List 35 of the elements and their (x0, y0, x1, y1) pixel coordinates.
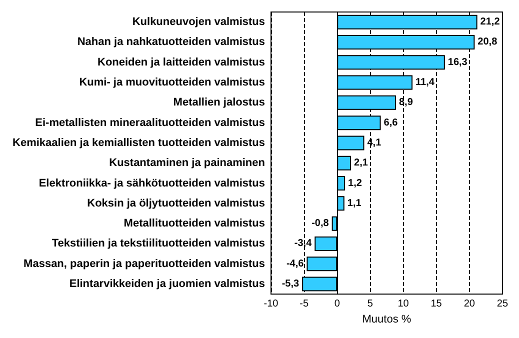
y-tick-label: Koneiden ja laitteiden valmistus (98, 56, 265, 68)
x-tick-label: 20 (464, 298, 476, 310)
x-tick-label: 10 (398, 298, 410, 310)
data-label: 1,2 (348, 178, 362, 189)
y-tick-label: Metallien jalostus (173, 96, 265, 109)
data-label: 1,1 (347, 198, 362, 209)
data-label: 16,3 (448, 56, 468, 68)
y-tick-label: Massan, paperin ja paperituotteiden valmistus (24, 258, 265, 270)
y-tick-label: Tekstiilien ja tekstiilituotteiden valmistus (52, 238, 265, 250)
x-axis-title: Muutos % (362, 314, 412, 326)
data-label: 11,4 (416, 77, 435, 88)
y-tick-label: Koksin ja öljytuotteiden valmistus (87, 197, 265, 210)
x-tick-label: 5 (367, 298, 374, 310)
data-label: -3,4 (294, 238, 312, 250)
x-tick-label: 0 (334, 298, 340, 310)
data-label: -4,6 (286, 258, 304, 270)
data-label: 20,8 (478, 36, 498, 48)
y-tick-label: Metallituotteiden valmistus (124, 218, 265, 230)
y-tick-label: Nahan ja nahkatuotteiden valmistus (77, 36, 265, 48)
data-label: 21,2 (480, 16, 500, 28)
y-tick-label: Elektroniikka- ja sähkötuotteiden valmistus (38, 177, 265, 190)
data-label: 6,6 (384, 117, 398, 128)
y-tick-label: Kemikaalien ja kemiallisten tuotteiden valmistus (12, 136, 265, 149)
y-tick-label: Kulkuneuvojen valmistus (132, 16, 265, 28)
x-tick-label: 25 (496, 298, 508, 310)
data-label: -0,8 (312, 218, 330, 230)
x-tick-label: -10 (264, 298, 279, 310)
data-label: 2,1 (354, 158, 368, 169)
y-tick-label: Elintarvikkeiden ja juomien valmistus (69, 278, 265, 290)
y-tick-label: Kustantaminen ja painaminen (109, 157, 266, 170)
y-tick-label: Ei-metallisten mineraalituotteiden valmistus (35, 116, 265, 129)
data-label: -5,3 (282, 278, 300, 290)
x-tick-label: 15 (430, 298, 442, 310)
x-tick-label: -5 (300, 298, 309, 310)
y-tick-label: Kumi- ja muovituotteiden valmistus (79, 76, 265, 89)
